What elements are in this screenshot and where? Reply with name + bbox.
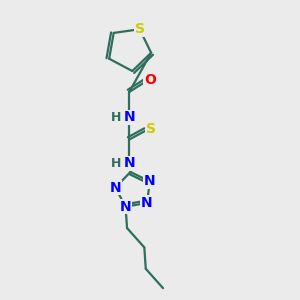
Text: S: S xyxy=(146,122,156,136)
Text: N: N xyxy=(123,156,135,170)
Text: N: N xyxy=(123,110,135,124)
Text: N: N xyxy=(110,181,121,195)
Text: O: O xyxy=(144,73,156,87)
Text: S: S xyxy=(135,22,145,36)
Text: N: N xyxy=(141,196,153,210)
Text: H: H xyxy=(111,111,121,124)
Text: H: H xyxy=(111,157,121,170)
Text: N: N xyxy=(120,200,131,214)
Text: N: N xyxy=(144,175,156,188)
